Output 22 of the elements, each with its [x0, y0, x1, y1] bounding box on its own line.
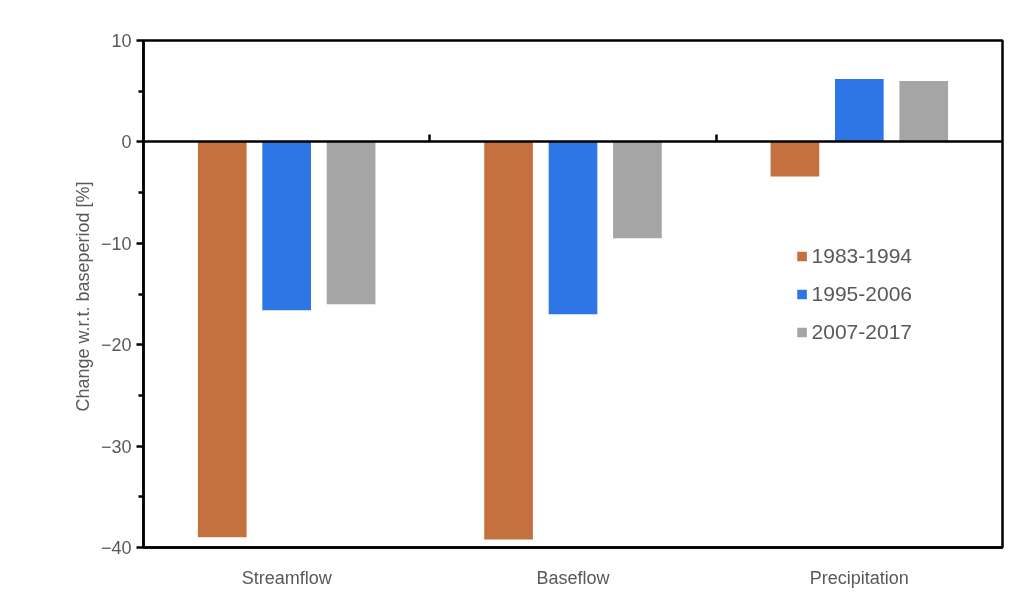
legend-label: 1995-2006 [811, 281, 912, 306]
bar [484, 141, 533, 540]
y-tick-label: −10 [100, 233, 132, 254]
bar [262, 141, 312, 311]
x-tick-label: Precipitation [809, 567, 909, 588]
x-tick-label: Streamflow [241, 567, 333, 588]
bar [834, 79, 884, 142]
y-tick-label: −40 [100, 538, 132, 558]
bar [326, 141, 376, 305]
legend-label: 1983-1994 [811, 243, 912, 268]
y-tick-label: 0 [121, 132, 132, 153]
bar [197, 141, 247, 538]
bar [770, 141, 820, 177]
y-tick-label: −30 [100, 436, 132, 457]
bar [613, 141, 662, 239]
y-tick-label: −20 [100, 335, 132, 356]
legend-label: 2007-2017 [811, 319, 912, 344]
bar [548, 141, 598, 315]
y-tick-label: 10 [111, 31, 132, 51]
x-tick-label: Baseflow [536, 567, 611, 588]
bar [899, 81, 949, 142]
y-axis-title: Change w.r.t. baseperiod [%] [72, 181, 93, 412]
